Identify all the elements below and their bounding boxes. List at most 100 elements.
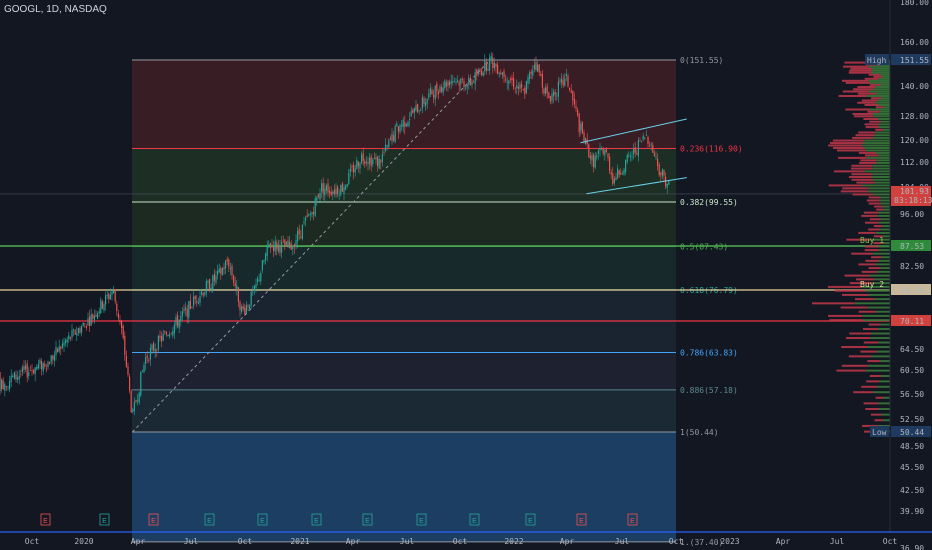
volume-profile-bar <box>858 231 876 234</box>
candle-body <box>354 168 356 172</box>
buy1-price-value: 87.53 <box>900 242 924 251</box>
volume-profile-bar <box>857 92 876 95</box>
candle-body <box>277 244 279 252</box>
candle-body <box>641 141 643 143</box>
candle-body <box>338 195 340 196</box>
candle-body <box>442 87 444 93</box>
candle-body <box>332 191 334 194</box>
candle-body <box>157 336 159 350</box>
candle-body <box>7 386 9 388</box>
candle-body <box>501 72 503 75</box>
volume-profile-bar <box>864 123 879 126</box>
candle-body <box>561 78 563 83</box>
earnings-marker-label: E <box>630 518 635 525</box>
candle-body <box>610 172 612 175</box>
candle-body <box>330 191 332 196</box>
candle-body <box>417 103 419 113</box>
candle-body <box>317 194 319 197</box>
candle-body <box>273 246 275 252</box>
volume-profile-bar <box>871 256 882 259</box>
volume-profile-bar <box>872 173 890 176</box>
candle-body <box>183 309 185 311</box>
volume-profile-bar <box>858 151 876 154</box>
candle-body <box>173 324 175 334</box>
candle-body <box>527 76 529 84</box>
volume-profile-bar <box>868 79 890 82</box>
candle-body <box>178 319 180 329</box>
candle-body <box>92 313 94 319</box>
candle-body <box>333 189 335 194</box>
candle-body <box>386 145 388 147</box>
candle-body <box>15 374 17 380</box>
candle-body <box>201 291 203 295</box>
candle-body <box>361 154 363 164</box>
candle-body <box>21 367 23 373</box>
volume-profile-bar <box>865 221 879 224</box>
candle-body <box>45 368 47 370</box>
candle-body <box>421 97 423 109</box>
fib-level-label: 0.5(87.43) <box>680 242 728 251</box>
volume-profile-bar <box>868 267 881 270</box>
candle-body <box>241 306 243 313</box>
volume-profile-bar <box>866 149 890 152</box>
candle-body <box>279 245 281 253</box>
candle-body <box>61 343 63 348</box>
volume-profile-bar <box>866 199 880 202</box>
volume-profile-bar <box>874 134 890 137</box>
candle-body <box>127 366 129 375</box>
candle-body <box>108 293 110 300</box>
candle-body <box>210 287 212 290</box>
candle-body <box>60 346 62 349</box>
candle-body <box>9 381 11 390</box>
candle-body <box>628 154 630 156</box>
low-price-label: Low <box>872 428 887 437</box>
candle-body <box>497 64 499 74</box>
candle-body <box>492 57 494 69</box>
candle-body <box>345 185 347 190</box>
volume-profile-bar <box>849 282 872 285</box>
price-axis-tick: 42.50 <box>900 486 924 495</box>
volume-profile-bar <box>842 293 869 296</box>
candle-body <box>191 307 193 309</box>
candle-body <box>2 380 4 390</box>
volume-profile-bar <box>875 106 884 109</box>
candle-body <box>577 109 579 115</box>
price-axis-tick: 45.50 <box>900 463 924 472</box>
candle-body <box>249 305 251 309</box>
candle-body <box>455 82 457 84</box>
candle-body <box>69 337 71 339</box>
volume-profile-bar <box>833 170 865 173</box>
candle-body <box>404 122 406 127</box>
candle-body <box>450 80 452 84</box>
price-axis-tick: 36.90 <box>900 544 924 550</box>
price-axis-tick: 48.50 <box>900 442 924 451</box>
candle-body <box>562 80 564 86</box>
volume-profile-bar <box>878 249 890 252</box>
candle-body <box>543 88 545 94</box>
time-axis-tick: Apr <box>346 537 361 546</box>
fib-level-label: 0(151.55) <box>680 56 723 65</box>
volume-profile-bar <box>873 235 883 238</box>
red-line-price-tag <box>891 315 931 326</box>
candle-body <box>484 60 486 72</box>
time-axis-tick: Oct <box>883 537 898 546</box>
price-axis-tick: 112.00 <box>900 158 929 167</box>
time-axis-tick: Apr <box>560 537 575 546</box>
candle-body <box>660 172 662 175</box>
candle-body <box>657 158 659 167</box>
candle-body <box>159 335 161 338</box>
candle-body <box>401 124 403 127</box>
earnings-marker-label: E <box>365 518 370 525</box>
low-price-value: 50.44 <box>900 428 924 437</box>
candle-body <box>538 64 540 73</box>
volume-profile-bar <box>850 67 873 70</box>
volume-profile-bar <box>864 77 879 80</box>
volume-profile-bar <box>870 413 882 416</box>
volume-profile-bar <box>871 71 890 74</box>
candle-body <box>311 212 313 215</box>
candle-body <box>649 145 651 147</box>
candle-body <box>447 81 449 86</box>
price-axis-tick: 52.50 <box>900 415 924 424</box>
candle-body <box>175 317 177 326</box>
